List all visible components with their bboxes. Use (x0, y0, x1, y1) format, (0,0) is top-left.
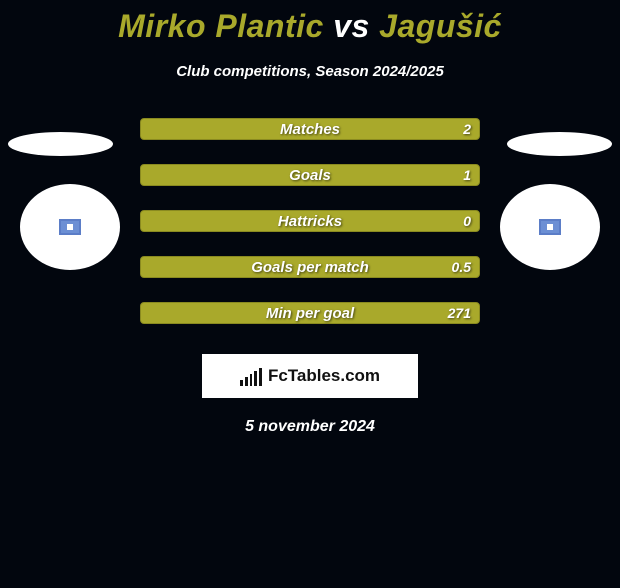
player1-avatar-badge (20, 184, 120, 270)
stat-value: 271 (448, 305, 471, 321)
stat-row-min-per-goal: Min per goal 271 (140, 302, 480, 324)
player1-team-oval (8, 132, 113, 156)
placeholder-icon (59, 219, 81, 235)
player2-avatar-badge (500, 184, 600, 270)
stat-value: 2 (463, 121, 471, 137)
date-text: 5 november 2024 (0, 418, 620, 436)
player2-team-oval (507, 132, 612, 156)
stat-label: Hattricks (278, 213, 342, 230)
bar-chart-icon (240, 366, 262, 386)
stat-label: Goals per match (251, 259, 369, 276)
vs-separator: vs (333, 8, 370, 44)
stat-label: Goals (289, 167, 331, 184)
player1-name: Mirko Plantic (118, 8, 324, 44)
stat-row-hattricks: Hattricks 0 (140, 210, 480, 232)
stat-row-goals: Goals 1 (140, 164, 480, 186)
stat-value: 0.5 (452, 259, 471, 275)
brand-watermark: FcTables.com (202, 354, 418, 398)
stat-value: 0 (463, 213, 471, 229)
page-title: Mirko Plantic vs Jagušić (0, 8, 620, 45)
stat-label: Matches (280, 121, 340, 138)
subtitle: Club competitions, Season 2024/2025 (0, 63, 620, 80)
stat-row-goals-per-match: Goals per match 0.5 (140, 256, 480, 278)
stat-label: Min per goal (266, 305, 354, 322)
player2-name: Jagušić (379, 8, 502, 44)
stat-value: 1 (463, 167, 471, 183)
placeholder-icon (539, 219, 561, 235)
brand-text: FcTables.com (268, 366, 380, 386)
stat-row-matches: Matches 2 (140, 118, 480, 140)
